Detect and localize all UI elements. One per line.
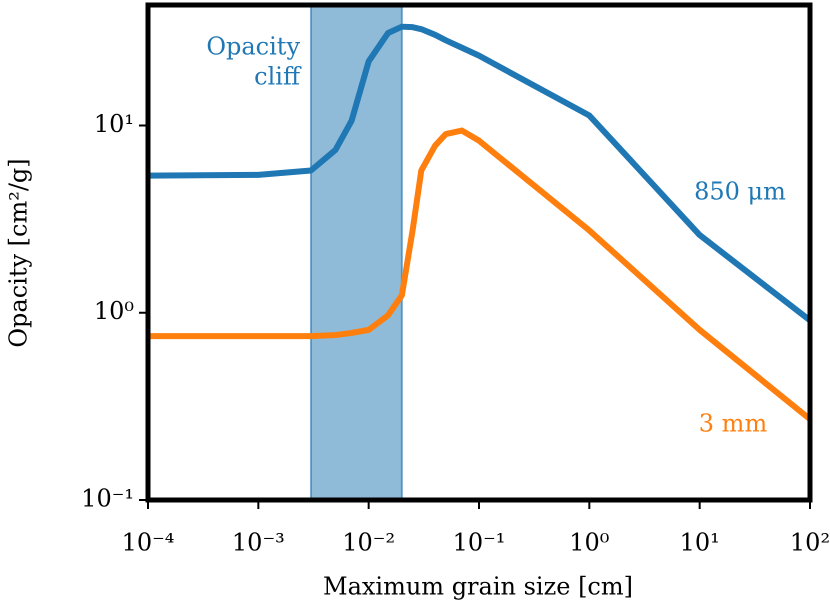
shaded-band: [310, 5, 402, 500]
y-tick-label: 10⁻¹: [81, 485, 134, 513]
series-line: [148, 127, 812, 422]
x-tick-label: 10⁻³: [232, 529, 285, 557]
series-label: 3 mm: [699, 410, 768, 438]
band-label: cliff: [254, 63, 302, 91]
x-tick-label: 10⁻¹: [453, 529, 506, 557]
x-tick-label: 10⁻⁴: [122, 529, 175, 557]
x-axis-label: Maximum grain size [cm]: [323, 573, 633, 601]
band-label: Opacity: [206, 33, 300, 61]
y-axis-label: Opacity [cm²/g]: [5, 158, 33, 347]
series-line: [147, 23, 812, 323]
x-tick-label: 10¹: [680, 529, 720, 557]
x-tick-label: 10²: [790, 529, 830, 557]
y-tick-label: 10¹: [94, 110, 134, 138]
y-tick-label: 10⁰: [94, 297, 134, 325]
x-tick-label: 10⁰: [569, 529, 609, 557]
x-tick-label: 10⁻²: [342, 529, 395, 557]
series-label: 850 μm: [694, 178, 786, 206]
plot-frame: [145, 2, 813, 503]
